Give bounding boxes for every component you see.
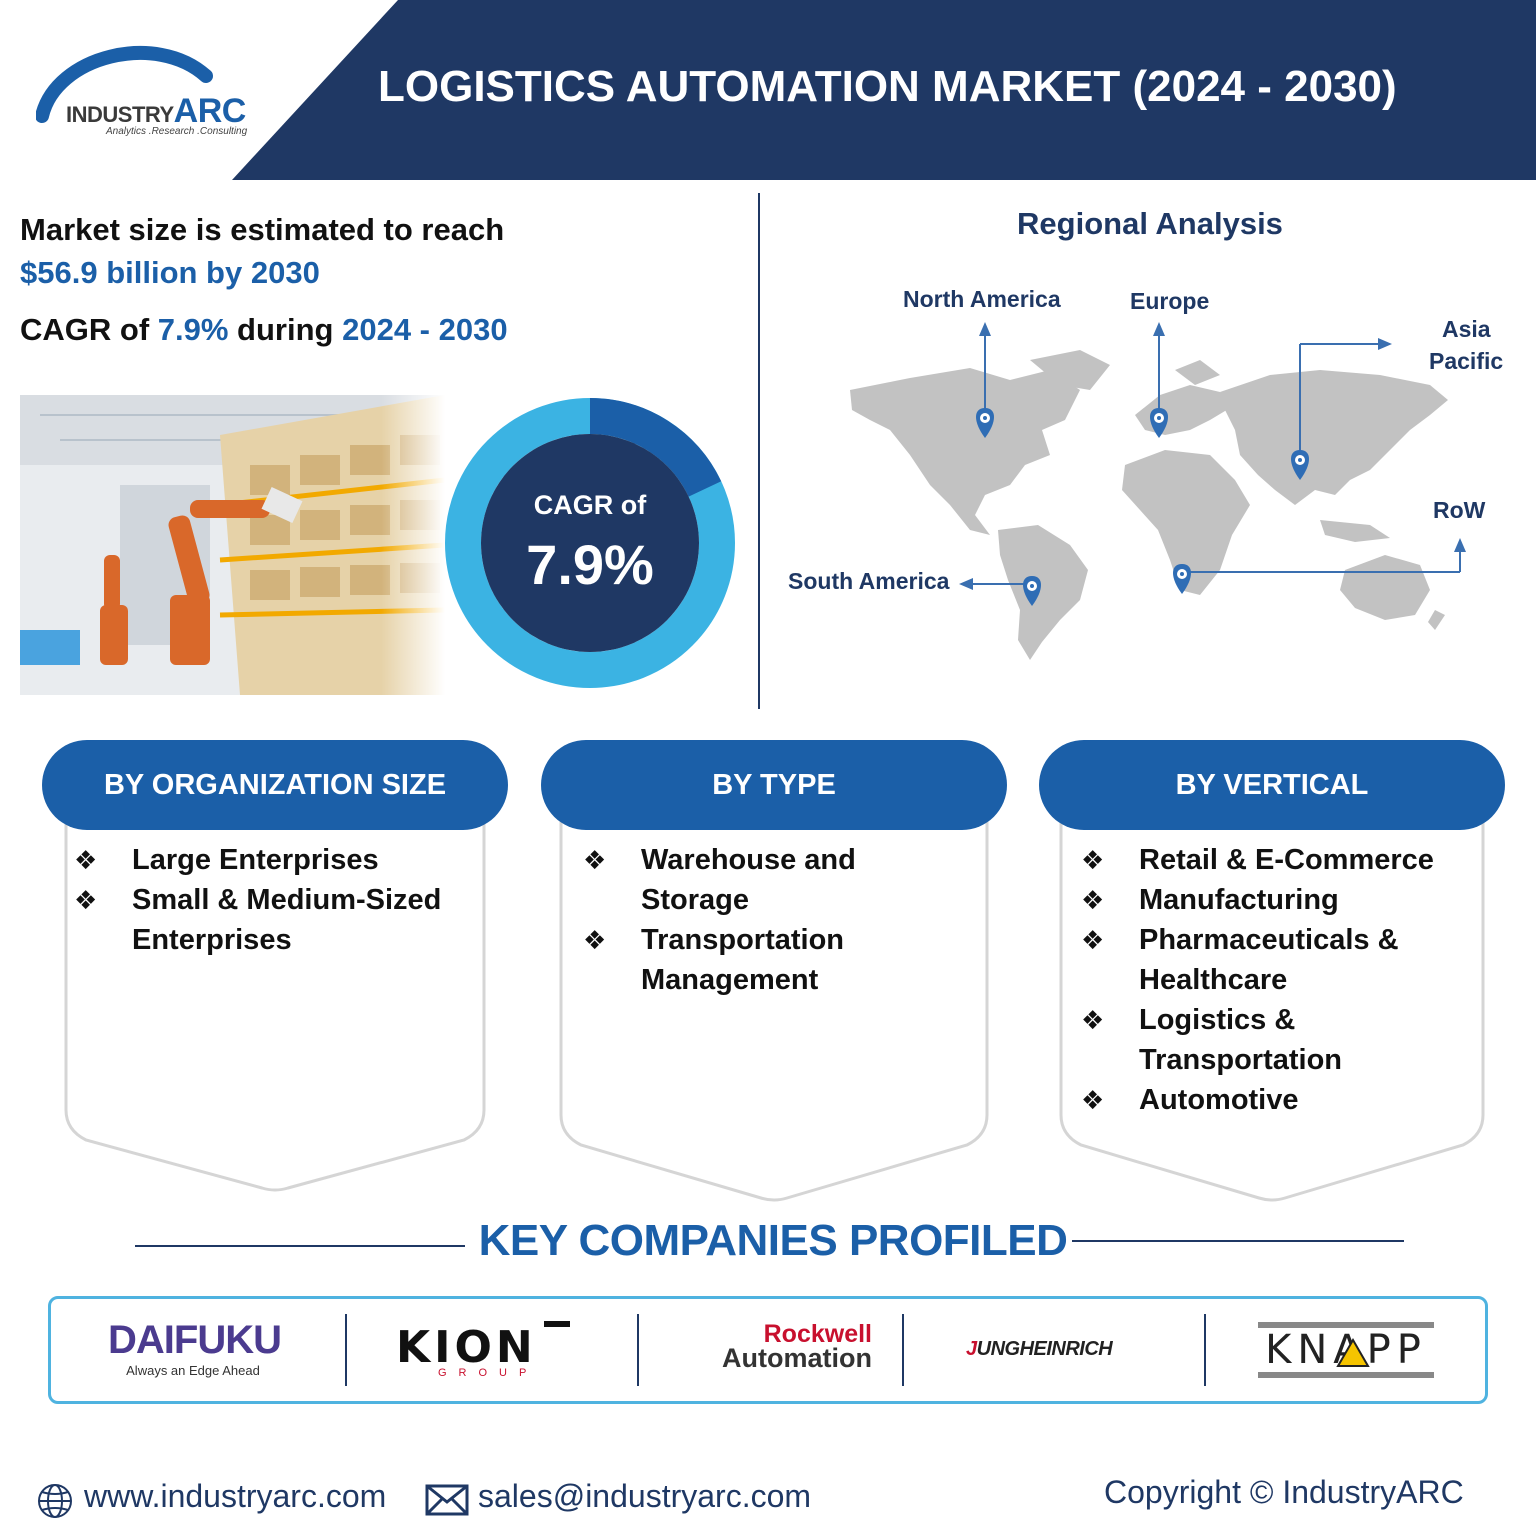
companies-panel bbox=[48, 1296, 1488, 1404]
region-south-america: South America bbox=[788, 568, 950, 594]
map-pin-icon bbox=[1173, 564, 1191, 594]
region-connectors bbox=[965, 328, 1461, 585]
cagr-mid: during bbox=[228, 312, 343, 347]
world-map bbox=[850, 322, 1466, 660]
segment-card-shape bbox=[1039, 740, 1505, 1202]
market-size-value: $56.9 billion by 2030 bbox=[20, 255, 320, 290]
logo-wordmark: INDUSTRYARC bbox=[66, 92, 246, 131]
segment-card-shape bbox=[42, 740, 508, 1192]
list-item: ❖ Retail & E-Commerce bbox=[1079, 840, 1489, 880]
cagr-period: 2024 - 2030 bbox=[342, 312, 508, 347]
kion-accent-bar bbox=[544, 1321, 570, 1327]
jungheinrich-rest: UNGHEINRICH bbox=[976, 1338, 1113, 1360]
header-background bbox=[232, 0, 1536, 180]
industryarc-logo bbox=[35, 36, 266, 146]
diamond-bullet-icon: ❖ bbox=[1081, 845, 1105, 875]
email-link[interactable]: sales@industryarc.com bbox=[478, 1478, 812, 1514]
map-pin-icon bbox=[976, 408, 994, 438]
page-title: LOGISTICS AUTOMATION MARKET (2024 - 2030… bbox=[378, 62, 1397, 111]
logo-tagline: Analytics .Research .Consulting bbox=[106, 126, 248, 137]
jungheinrich-initial: J bbox=[966, 1338, 977, 1360]
region-north-america: North America bbox=[903, 286, 1061, 312]
key-companies-title: KEY COMPANIES PROFILED bbox=[478, 1216, 1068, 1265]
segment-card-type: BY TYPE ❖ Warehouse and Storage ❖ Transpor… bbox=[541, 740, 1007, 1210]
diamond-bullet-icon: ❖ bbox=[1081, 885, 1105, 915]
list-item: ❖ Logistics & Transportation bbox=[1079, 1000, 1409, 1080]
map-pin-icon bbox=[1150, 408, 1168, 438]
market-size-text: Market size is estimated to reach bbox=[20, 212, 505, 247]
logo-separator bbox=[1204, 1314, 1206, 1386]
map-pin-icon bbox=[1291, 450, 1309, 480]
diamond-bullet-icon: ❖ bbox=[74, 845, 98, 875]
map-pin-icon bbox=[1023, 576, 1041, 606]
list-item: ❖ Pharmaceuticals & Healthcare bbox=[1079, 920, 1409, 1000]
warehouse-robot-illustration bbox=[20, 395, 445, 695]
logo-arc-icon bbox=[35, 46, 213, 123]
logo-brand-left: INDUSTRY bbox=[66, 102, 174, 127]
jungheinrich-logo: JUNGHEINRICH bbox=[966, 1338, 1113, 1361]
copyright-text: Copyright © IndustryARC bbox=[1104, 1474, 1464, 1510]
diamond-bullet-icon: ❖ bbox=[1081, 925, 1105, 955]
header-band bbox=[0, 0, 1536, 180]
region-asia-line2: Pacific bbox=[1429, 348, 1504, 374]
region-pins bbox=[976, 408, 1309, 606]
diamond-bullet-icon: ❖ bbox=[583, 845, 607, 875]
region-row: RoW bbox=[1433, 497, 1486, 523]
daifuku-tagline: Always an Edge Ahead bbox=[126, 1363, 260, 1378]
segment-title: BY TYPE bbox=[712, 769, 836, 801]
diamond-bullet-icon: ❖ bbox=[1081, 1085, 1105, 1115]
diamond-bullet-icon: ❖ bbox=[1081, 1005, 1105, 1035]
region-europe: Europe bbox=[1130, 288, 1210, 314]
donut-value: 7.9% bbox=[526, 533, 654, 596]
title-rule-right bbox=[1072, 1240, 1404, 1242]
list-item: ❖ Automotive bbox=[1079, 1080, 1489, 1120]
cagr-value-inline: 7.9% bbox=[157, 312, 229, 347]
arrow-heads bbox=[959, 322, 1466, 590]
cagr-statement: CAGR of 7.9% during 2024 - 2030 bbox=[20, 312, 508, 348]
knapp-triangle-icon bbox=[1336, 1338, 1370, 1367]
segment-card-organization: BY ORGANIZATION SIZE ❖ Large Enterprises … bbox=[42, 740, 508, 1210]
donut-highlight-segment bbox=[589, 398, 722, 498]
daifuku-name: DAIFUKU bbox=[108, 1318, 282, 1362]
segment-list: ❖ Large Enterprises ❖ Small & Medium-Sized… bbox=[72, 840, 482, 960]
logo-separator bbox=[637, 1314, 639, 1386]
donut-label: CAGR of bbox=[533, 490, 647, 520]
rockwell-logo: Rockwell Automation bbox=[676, 1320, 872, 1373]
envelope-icon bbox=[425, 1484, 469, 1516]
list-item: ❖ Large Enterprises bbox=[72, 840, 482, 880]
list-item: ❖ Manufacturing bbox=[1079, 880, 1489, 920]
logo-separator bbox=[345, 1314, 347, 1386]
kion-name: KION bbox=[396, 1322, 537, 1373]
segment-card-vertical: BY VERTICAL ❖ Retail & E-Commerce ❖ Manufa… bbox=[1039, 740, 1505, 1210]
logo-separator bbox=[902, 1314, 904, 1386]
continents bbox=[850, 350, 1448, 660]
kion-group: GROUP bbox=[438, 1367, 539, 1379]
cagr-donut-chart bbox=[445, 398, 735, 688]
cagr-prefix: CAGR of bbox=[20, 312, 158, 347]
diamond-bullet-icon: ❖ bbox=[74, 885, 98, 915]
regional-analysis-title: Regional Analysis bbox=[1017, 206, 1283, 241]
segment-card-shape bbox=[541, 740, 1007, 1202]
segment-list: ❖ Retail & E-Commerce ❖ Manufacturing ❖ Pha… bbox=[1079, 840, 1489, 1120]
vertical-divider bbox=[758, 193, 760, 709]
segment-title: BY VERTICAL bbox=[1175, 769, 1369, 801]
daifuku-logo: DAIFUKU Always an Edge Ahead bbox=[108, 1318, 282, 1378]
donut-center bbox=[481, 434, 699, 652]
logo-brand-right: ARC bbox=[173, 92, 247, 130]
website-link[interactable]: www.industryarc.com bbox=[84, 1478, 387, 1514]
region-asia-line1: Asia bbox=[1442, 316, 1491, 342]
segment-title: BY ORGANIZATION SIZE bbox=[103, 769, 447, 801]
rockwell-line1: Rockwell bbox=[763, 1320, 872, 1348]
list-item: ❖ Transportation Management bbox=[581, 920, 911, 1000]
kion-logo: KION GROUP bbox=[396, 1322, 576, 1379]
segment-list: ❖ Warehouse and Storage ❖ Transportation M… bbox=[581, 840, 911, 1000]
list-item: ❖ Warehouse and Storage bbox=[581, 840, 911, 920]
diamond-bullet-icon: ❖ bbox=[583, 925, 607, 955]
globe-icon bbox=[38, 1484, 72, 1518]
rockwell-line2: Automation bbox=[722, 1343, 872, 1373]
list-item: ❖ Small & Medium-Sized Enterprises bbox=[72, 880, 482, 960]
title-rule-left bbox=[135, 1245, 465, 1247]
